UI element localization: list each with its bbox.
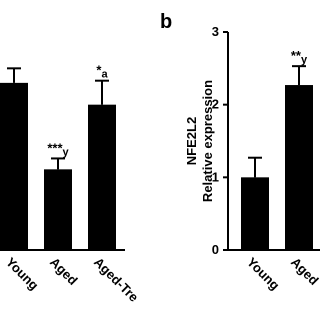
significance-label: ***y [47,140,69,158]
bar [0,82,28,250]
significance-label: **y [291,48,308,66]
significance-letter: a [101,69,108,81]
x-tick-label: Young [3,254,42,293]
bar [241,177,269,250]
x-tick-label: Aged [47,254,81,288]
panel-label: b [160,11,172,33]
y-axis-label: NFE2L2 [184,117,199,165]
y-tick-label: 1 [212,169,219,184]
y-axis-label: Relative expression [200,80,215,202]
y-tick-label: 3 [212,24,219,39]
bar [44,169,72,250]
x-tick-label: Aged-Tre [91,254,141,304]
significance-letter: y [63,146,70,158]
x-tick-label: Young [244,254,283,293]
bar [88,104,116,251]
significance-stars: * [96,63,102,78]
bar [285,85,313,251]
y-tick-label: 0 [212,242,219,257]
x-tick-label: Aged [288,254,320,288]
significance-letter: y [301,54,308,66]
significance-label: *a [96,63,108,81]
significance-stars: *** [47,140,63,155]
y-tick-label: 2 [212,97,219,112]
significance-stars: ** [291,48,302,63]
